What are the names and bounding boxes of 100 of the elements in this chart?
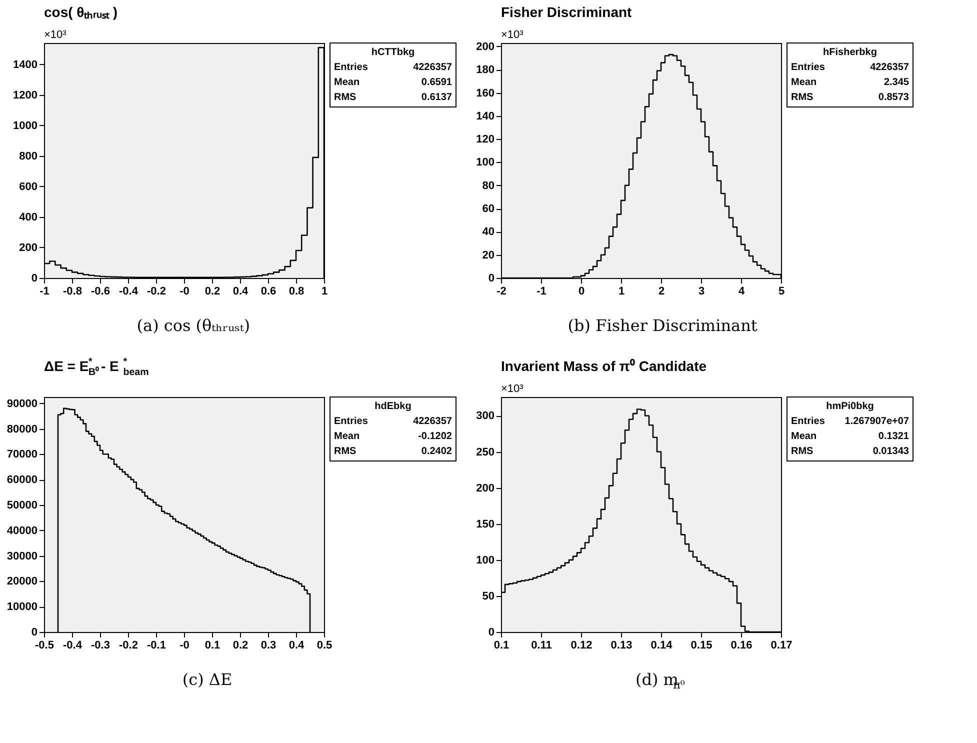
- text: RMS 0.2402: [334, 446, 452, 457]
- x-tick-label: 0.1: [204, 640, 220, 652]
- text: hFisherbkg: [823, 47, 877, 58]
- x-tick-label: -0.4: [119, 286, 139, 298]
- y-tick-label: 1400: [13, 58, 38, 71]
- y-tick-label: 300: [476, 410, 494, 422]
- chart-title: Fisher Discriminant: [501, 4, 632, 20]
- x-tick-label: -0: [180, 640, 190, 652]
- y-tick-label: 70000: [6, 448, 38, 461]
- y-tick-label: 180: [476, 64, 494, 76]
- x-tick-label: 0.8: [288, 286, 304, 298]
- x-tick-label: 4: [738, 286, 746, 298]
- y-tick-label: 200: [19, 242, 38, 254]
- y-tick-label: 90000: [6, 398, 38, 410]
- x-tick-label: 0.11: [531, 640, 552, 652]
- x-tick-label: -2: [496, 286, 506, 298]
- x-tick-label: -0.4: [63, 640, 83, 652]
- x-tick-label: 0.17: [770, 640, 792, 652]
- x-tick-label: 0.4: [288, 640, 306, 652]
- text: (c) ΔE: [182, 670, 232, 689]
- y-tick-label: 200: [476, 40, 494, 53]
- x-tick-label: 0.2: [204, 286, 220, 298]
- y-tick-label: 40: [482, 226, 494, 238]
- y-tick-label: 60000: [6, 474, 38, 486]
- x-tick-label: 1: [321, 286, 328, 298]
- x-tick-label: -1: [40, 286, 50, 298]
- text: Mean 2.345: [791, 77, 909, 88]
- y-tick-label: 30000: [6, 550, 38, 562]
- text: RMS 0.8573: [791, 92, 909, 103]
- x-tick-label: 0.4: [232, 286, 250, 298]
- y-tick-label: 1200: [13, 89, 38, 102]
- x-tick-label: 1: [618, 286, 625, 298]
- x-tick-label: 0.1: [494, 640, 510, 652]
- y-tick-label: 20000: [6, 576, 38, 588]
- y-tick-label: 160: [476, 87, 494, 100]
- x-tick-label: 3: [698, 286, 705, 298]
- text: Mean 0.1321: [791, 431, 909, 442]
- x-tick-label: 0.14: [650, 640, 674, 652]
- text: Entries 4226357: [334, 62, 452, 73]
- y-tick-label: 80000: [6, 423, 38, 436]
- y-tick-label: 0: [488, 272, 494, 284]
- x-tick-label: 0.13: [610, 640, 632, 652]
- x-tick-label: -0.3: [91, 640, 110, 652]
- text: (b) Fisher Discriminant: [568, 316, 758, 335]
- y-tick-label: 200: [476, 482, 494, 494]
- y-tick-label: 140: [476, 110, 494, 122]
- y-tick-label: 400: [19, 211, 38, 224]
- chart-title: Invarient Mass of π⁰ Candidate: [501, 358, 707, 374]
- x-tick-label: -1: [536, 286, 546, 298]
- text: Entries 4226357: [334, 416, 452, 427]
- x-tick-label: 0: [578, 286, 585, 298]
- x-tick-label: -0.6: [91, 286, 110, 298]
- y-tick-label: 600: [19, 180, 38, 193]
- x-tick-label: -0.8: [63, 286, 82, 298]
- x-tick-label: 0.12: [570, 640, 592, 652]
- text: hdEbkg: [374, 401, 412, 412]
- x-tick-label: 2: [658, 286, 665, 298]
- x-tick-label: 0.2: [232, 640, 248, 652]
- text: (a) cos (θₜₕᵣᵤₛₜ): [136, 316, 250, 335]
- text: ×10³: [44, 29, 67, 41]
- y-tick-label: 10000: [6, 601, 38, 614]
- y-tick-label: 40000: [6, 524, 38, 537]
- text: ×10³: [501, 383, 524, 395]
- text: ×10³: [501, 29, 524, 41]
- y-tick-label: 0: [488, 626, 494, 638]
- x-tick-label: 0.5: [316, 640, 332, 652]
- x-tick-label: 5: [778, 286, 785, 298]
- y-tick-label: 0: [31, 272, 38, 284]
- text: RMS 0.6137: [334, 92, 452, 103]
- y-tick-label: 250: [476, 446, 494, 458]
- text: Entries 4226357: [791, 62, 909, 73]
- y-tick-label: 120: [476, 134, 494, 146]
- y-tick-label: 1000: [13, 120, 38, 132]
- y-tick-label: 100: [476, 554, 494, 566]
- y-tick-label: 50000: [6, 499, 38, 512]
- x-tick-label: -0.5: [35, 640, 54, 652]
- y-tick-label: 100: [476, 156, 494, 169]
- y-tick-label: 0: [31, 626, 38, 638]
- text: hmPi0bkg: [826, 401, 874, 412]
- x-tick-label: -0.2: [119, 640, 138, 652]
- y-tick-label: 150: [476, 518, 494, 530]
- x-tick-label: -0: [180, 286, 190, 298]
- x-tick-label: 0.6: [260, 286, 276, 298]
- chart-title: cos( θₜₕᵣᵤₛₜ ): [44, 4, 118, 20]
- x-tick-label: 0.16: [730, 640, 752, 652]
- text: hCTTbkg: [371, 47, 415, 58]
- x-tick-label: -0.1: [147, 640, 166, 652]
- y-tick-label: 800: [19, 150, 38, 162]
- y-tick-label: 80: [482, 180, 494, 192]
- text: (d) mπ⁰: [635, 670, 686, 692]
- text: Mean -0.1202: [334, 431, 452, 442]
- text: Mean 0.6591: [334, 77, 452, 88]
- text: RMS 0.01343: [791, 446, 909, 457]
- x-tick-label: 0.3: [260, 640, 276, 652]
- text: Entries 1.267907e+07: [791, 416, 909, 427]
- y-tick-label: 20: [482, 249, 494, 262]
- y-tick-label: 60: [482, 203, 494, 216]
- y-tick-label: 50: [482, 590, 494, 602]
- x-tick-label: 0.15: [690, 640, 712, 652]
- x-tick-label: -0.2: [147, 286, 166, 298]
